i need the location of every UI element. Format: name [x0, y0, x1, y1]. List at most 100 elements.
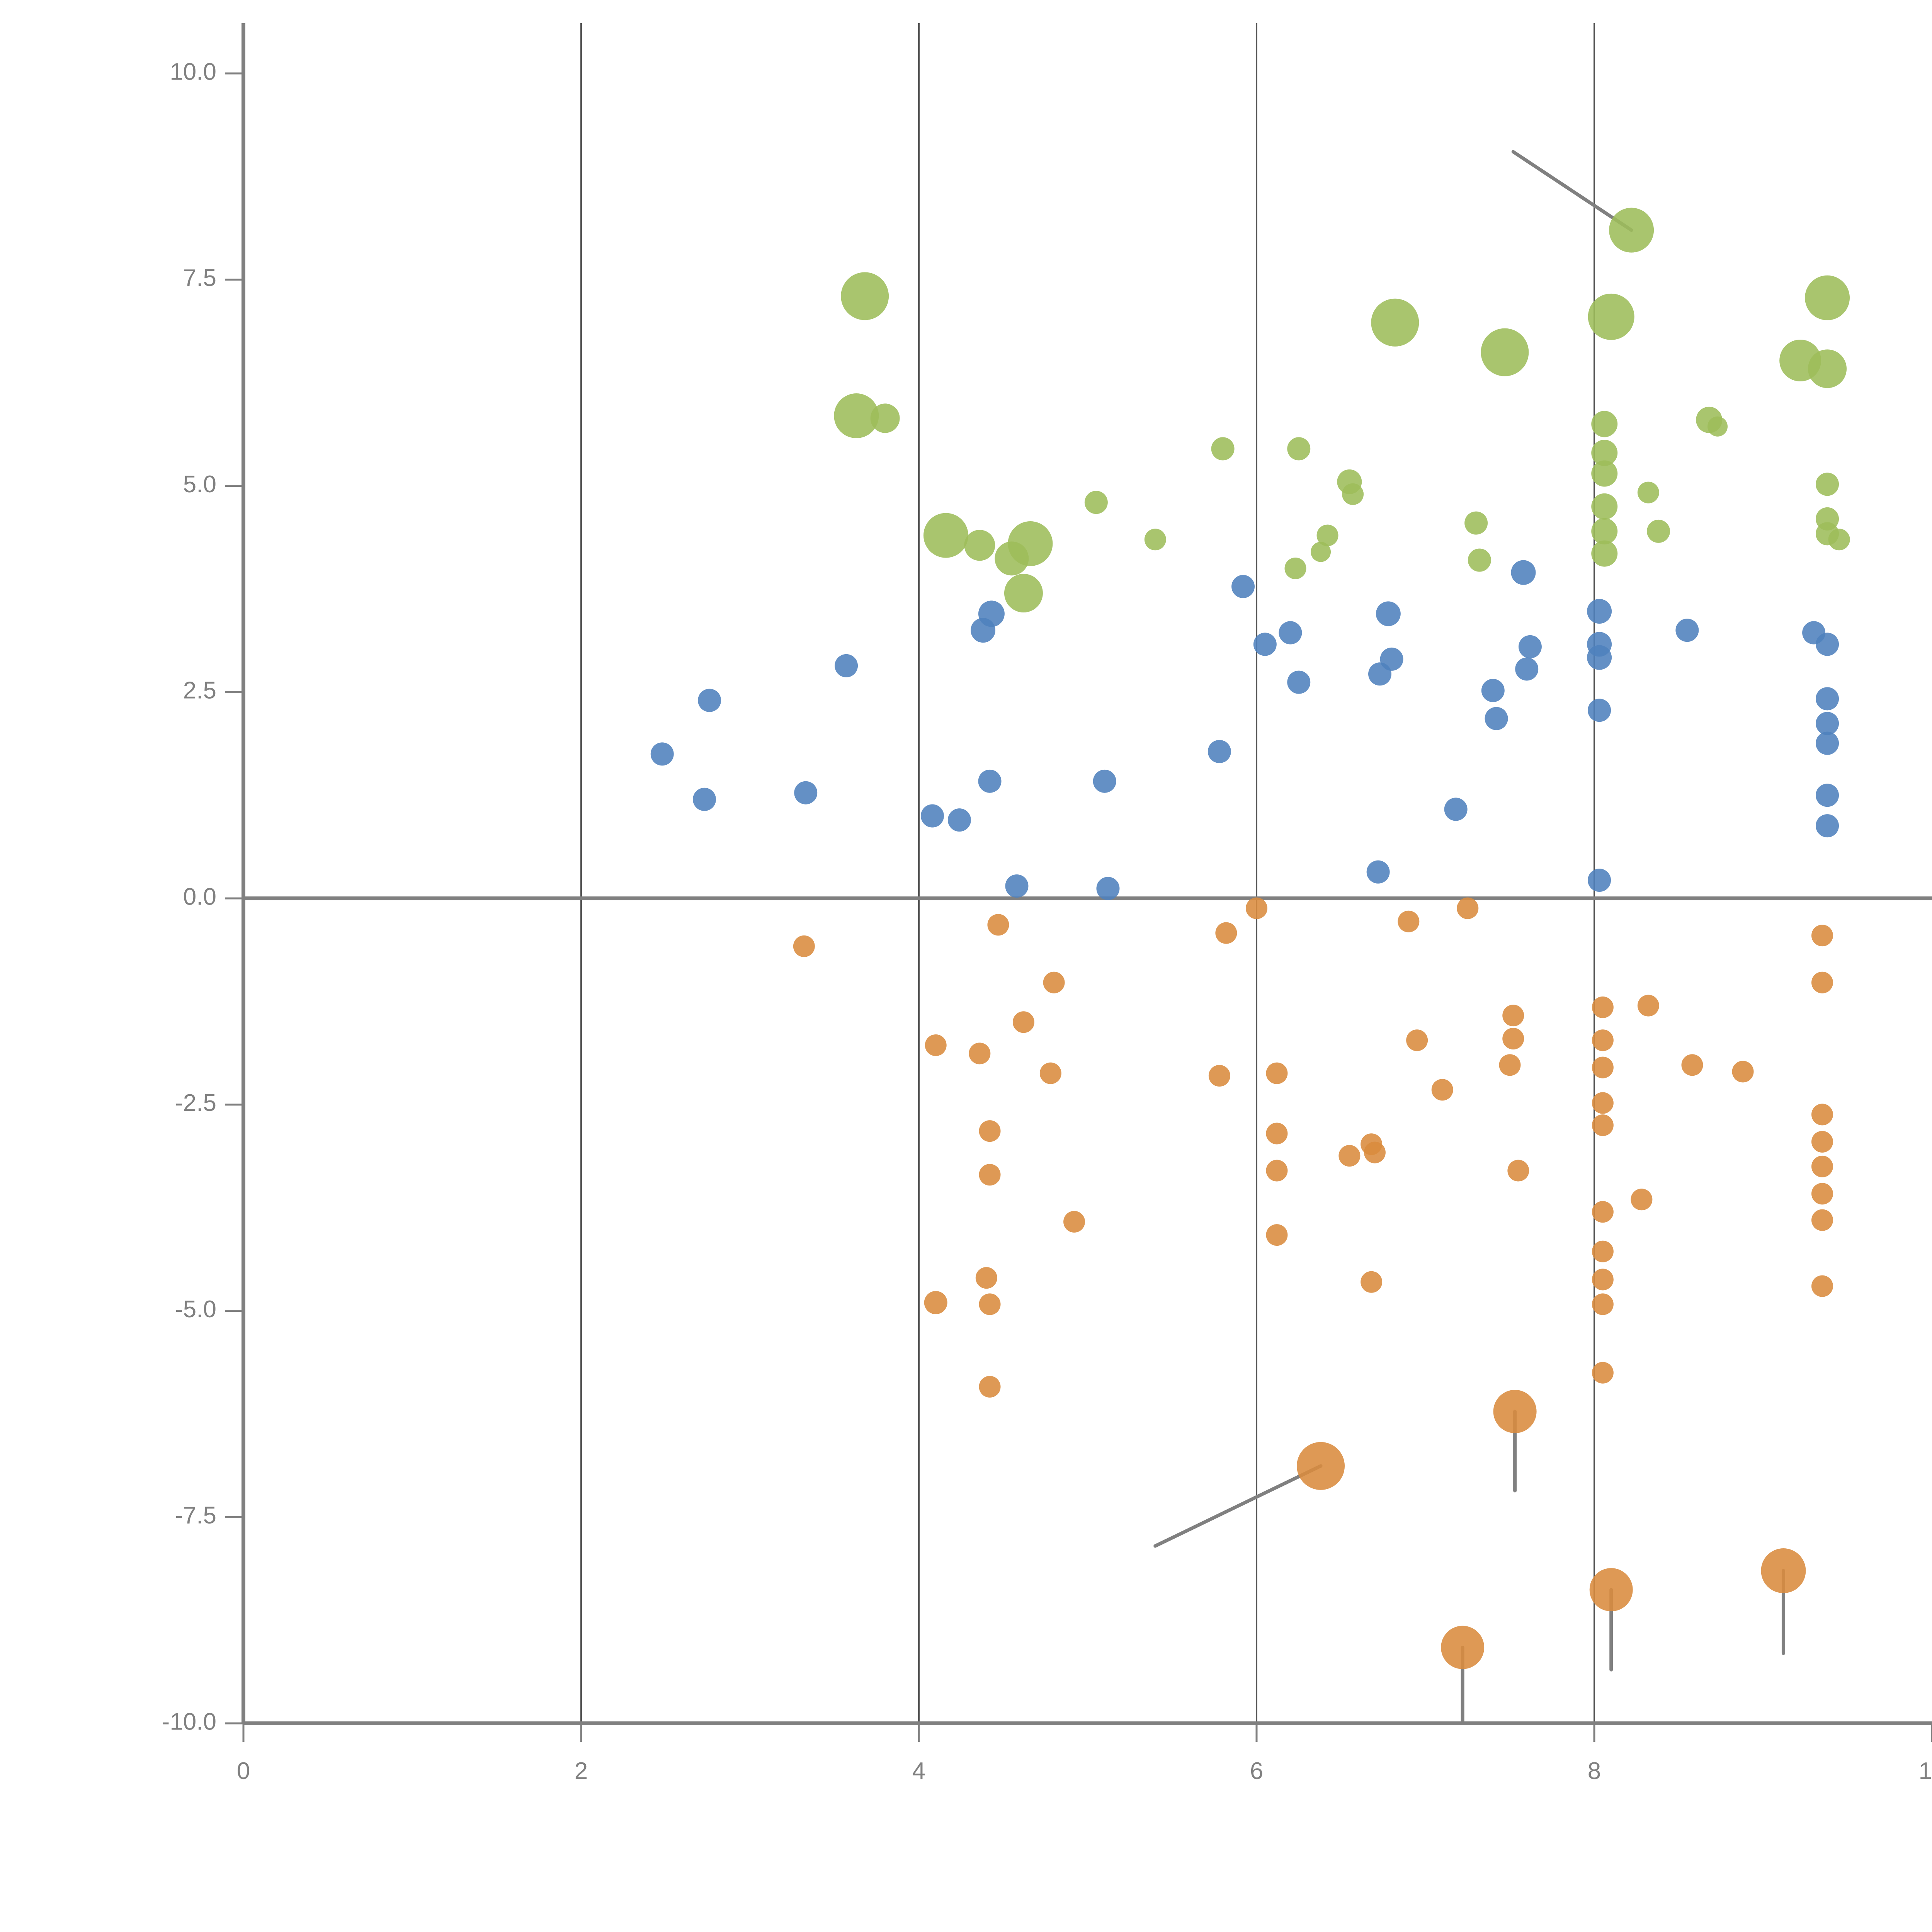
scatter-point-orange[interactable] — [1063, 1211, 1085, 1233]
scatter-point-orange[interactable] — [1493, 1389, 1537, 1433]
scatter-point-blue[interactable] — [978, 769, 1002, 793]
scatter-point-green[interactable] — [1588, 293, 1634, 340]
scatter-point-green[interactable] — [1342, 483, 1364, 505]
scatter-point-green[interactable] — [1609, 207, 1654, 253]
scatter-point-blue[interactable] — [1816, 814, 1839, 838]
scatter-point-orange[interactable] — [1811, 1131, 1833, 1153]
scatter-point-blue[interactable] — [1368, 662, 1392, 686]
scatter-point-orange[interactable] — [1507, 1160, 1529, 1182]
scatter-point-blue[interactable] — [1005, 874, 1029, 898]
scatter-point-green[interactable] — [834, 393, 879, 439]
scatter-point-orange[interactable] — [1631, 1189, 1653, 1211]
series-blue-points[interactable] — [650, 560, 1839, 900]
scatter-point-green[interactable] — [1371, 298, 1419, 347]
scatter-point-blue[interactable] — [1816, 712, 1839, 735]
scatter-point-blue[interactable] — [1287, 670, 1311, 694]
scatter-point-green[interactable] — [1084, 491, 1108, 514]
scatter-point-orange[interactable] — [1215, 922, 1237, 944]
scatter-point-green[interactable] — [1637, 481, 1659, 503]
scatter-point-orange[interactable] — [1637, 995, 1659, 1017]
scatter-point-orange[interactable] — [1043, 971, 1065, 993]
scatter-point-orange[interactable] — [979, 1376, 1001, 1398]
series-green-points[interactable] — [834, 207, 1850, 613]
scatter-point-blue[interactable] — [1816, 633, 1839, 656]
scatter-point-blue[interactable] — [1481, 679, 1505, 702]
scatter-point-green[interactable] — [1284, 558, 1306, 579]
scatter-point-orange[interactable] — [1266, 1062, 1288, 1084]
scatter-point-orange[interactable] — [1246, 897, 1267, 919]
scatter-point-green[interactable] — [1591, 440, 1618, 466]
scatter-point-blue[interactable] — [835, 654, 858, 677]
scatter-point-orange[interactable] — [1039, 1062, 1061, 1084]
scatter-point-orange[interactable] — [1297, 1442, 1345, 1490]
scatter-point-orange[interactable] — [1338, 1145, 1361, 1167]
scatter-point-orange[interactable] — [1811, 1183, 1833, 1205]
scatter-point-orange[interactable] — [979, 1120, 1001, 1142]
scatter-point-green[interactable] — [1316, 524, 1338, 546]
scatter-point-orange[interactable] — [1592, 1056, 1614, 1078]
scatter-point-green[interactable] — [1805, 275, 1850, 320]
scatter-point-blue[interactable] — [920, 804, 944, 828]
scatter-point-blue[interactable] — [1366, 860, 1390, 884]
scatter-point-orange[interactable] — [1266, 1160, 1288, 1182]
scatter-point-blue[interactable] — [1588, 699, 1611, 722]
scatter-point-orange[interactable] — [1592, 996, 1614, 1018]
scatter-point-green[interactable] — [1464, 511, 1488, 535]
scatter-point-orange[interactable] — [1761, 1548, 1806, 1594]
scatter-point-blue[interactable] — [1096, 877, 1120, 900]
scatter-point-blue[interactable] — [1518, 635, 1542, 658]
scatter-point-orange[interactable] — [925, 1034, 947, 1056]
scatter-point-blue[interactable] — [1675, 619, 1699, 642]
scatter-point-blue[interactable] — [650, 742, 674, 766]
scatter-point-green[interactable] — [841, 272, 889, 320]
scatter-point-orange[interactable] — [1592, 1029, 1614, 1051]
scatter-point-orange[interactable] — [1811, 925, 1833, 947]
scatter-point-orange[interactable] — [1208, 1065, 1230, 1087]
scatter-point-orange[interactable] — [1592, 1240, 1614, 1262]
scatter-point-green[interactable] — [1591, 518, 1618, 544]
scatter-point-green[interactable] — [1828, 529, 1850, 551]
scatter-point-orange[interactable] — [1398, 910, 1420, 932]
scatter-point-blue[interactable] — [1515, 657, 1539, 681]
scatter-point-green[interactable] — [1808, 349, 1847, 388]
scatter-point-orange[interactable] — [1592, 1293, 1614, 1315]
scatter-point-blue[interactable] — [693, 787, 716, 811]
scatter-point-green[interactable] — [1481, 328, 1529, 376]
scatter-point-orange[interactable] — [1811, 971, 1833, 993]
scatter-point-green[interactable] — [964, 530, 995, 561]
scatter-point-green[interactable] — [1144, 529, 1166, 551]
scatter-point-orange[interactable] — [979, 1293, 1001, 1315]
scatter-point-orange[interactable] — [1589, 1568, 1633, 1612]
scatter-point-green[interactable] — [1008, 521, 1053, 566]
scatter-point-orange[interactable] — [975, 1267, 997, 1289]
scatter-point-green[interactable] — [1211, 437, 1235, 461]
scatter-point-blue[interactable] — [698, 689, 721, 712]
scatter-point-orange[interactable] — [1502, 1005, 1524, 1027]
scatter-point-orange[interactable] — [1457, 897, 1479, 919]
scatter-point-orange[interactable] — [1441, 1626, 1485, 1669]
scatter-point-blue[interactable] — [1511, 560, 1536, 585]
scatter-point-blue[interactable] — [1816, 784, 1839, 807]
scatter-point-orange[interactable] — [987, 914, 1009, 936]
series-orange-points[interactable] — [793, 897, 1833, 1669]
scatter-point-green[interactable] — [870, 403, 900, 433]
scatter-point-green[interactable] — [1708, 416, 1728, 437]
scatter-point-orange[interactable] — [1012, 1011, 1034, 1033]
scatter-point-orange[interactable] — [1592, 1362, 1614, 1384]
scatter-point-orange[interactable] — [1681, 1054, 1703, 1076]
scatter-point-orange[interactable] — [1266, 1122, 1288, 1145]
scatter-point-orange[interactable] — [1406, 1029, 1428, 1051]
scatter-point-blue[interactable] — [1816, 687, 1839, 711]
scatter-point-green[interactable] — [1004, 574, 1043, 613]
scatter-point-orange[interactable] — [979, 1164, 1001, 1186]
scatter-point-orange[interactable] — [924, 1291, 947, 1315]
scatter-point-blue[interactable] — [794, 781, 818, 804]
scatter-point-orange[interactable] — [1592, 1269, 1614, 1291]
scatter-point-orange[interactable] — [1592, 1114, 1614, 1136]
scatter-point-blue[interactable] — [1253, 633, 1277, 656]
scatter-point-blue[interactable] — [1587, 599, 1612, 624]
scatter-point-orange[interactable] — [1811, 1104, 1833, 1126]
scatter-point-green[interactable] — [1468, 548, 1491, 572]
scatter-point-blue[interactable] — [947, 808, 971, 832]
scatter-point-blue[interactable] — [1208, 740, 1231, 763]
